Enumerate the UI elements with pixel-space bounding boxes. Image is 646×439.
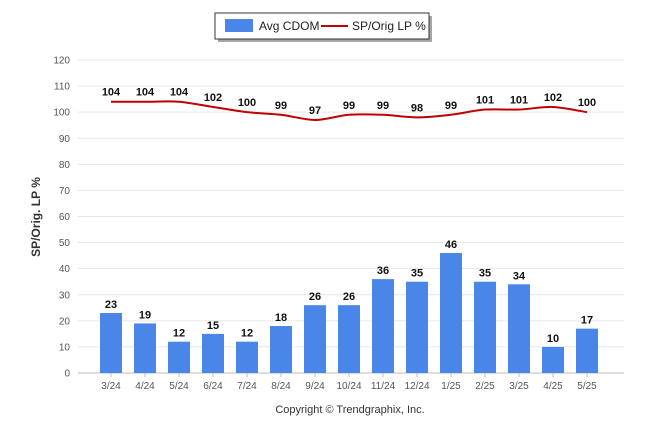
bar-value-label: 18 bbox=[275, 312, 287, 324]
x-tick-label: 1/25 bbox=[441, 381, 461, 392]
grid bbox=[78, 59, 624, 374]
bar bbox=[168, 341, 190, 373]
x-axis: 3/24 4/24 5/24 6/24 7/24 8/24 9/24 10/24 11/24 12… bbox=[101, 373, 597, 392]
bar bbox=[406, 281, 428, 373]
bar-value-label: 19 bbox=[139, 309, 151, 321]
bars bbox=[100, 253, 598, 373]
x-tick-label: 2/25 bbox=[475, 381, 495, 392]
bar bbox=[474, 281, 496, 373]
bar-value-label: 12 bbox=[173, 328, 185, 340]
x-tick-label: 3/24 bbox=[101, 381, 121, 392]
x-tick-label: 4/25 bbox=[543, 381, 563, 392]
line-value-label: 101 bbox=[510, 95, 528, 107]
line-value-label: 99 bbox=[445, 100, 457, 112]
y-tick-label: 120 bbox=[53, 56, 70, 67]
bar-value-label: 23 bbox=[105, 299, 117, 311]
bar-value-label: 12 bbox=[241, 328, 253, 340]
bar bbox=[270, 326, 292, 373]
bar bbox=[508, 284, 530, 373]
y-tick-label: 30 bbox=[59, 290, 71, 301]
bar-value-label: 15 bbox=[207, 320, 219, 332]
y-tick-label: 80 bbox=[59, 160, 71, 171]
y-tick-label: 90 bbox=[59, 134, 71, 145]
y-axis-title: SP/Orig. LP % bbox=[29, 177, 43, 257]
line-value-label: 99 bbox=[275, 100, 287, 112]
x-tick-label: 3/25 bbox=[509, 381, 529, 392]
x-tick-label: 6/24 bbox=[203, 381, 223, 392]
x-tick-label: 9/24 bbox=[305, 381, 325, 392]
y-axis: 0 10 20 30 40 50 60 70 80 90 100 110 120 bbox=[53, 56, 70, 380]
line-sp-orig-lp bbox=[111, 100, 588, 121]
bar bbox=[236, 341, 258, 373]
bar bbox=[440, 253, 462, 373]
line-value-label: 99 bbox=[343, 100, 355, 112]
bar bbox=[542, 346, 564, 373]
y-tick-label: 60 bbox=[59, 212, 71, 223]
line-value-label: 104 bbox=[170, 87, 189, 99]
line-value-label: 104 bbox=[102, 87, 121, 99]
legend-swatch-bar bbox=[225, 19, 253, 32]
x-tick-label: 5/25 bbox=[577, 381, 597, 392]
bar bbox=[100, 313, 122, 373]
bar-value-label: 26 bbox=[343, 291, 355, 303]
line-value-label: 101 bbox=[476, 95, 494, 107]
legend-label-bar: Avg CDOM bbox=[259, 19, 319, 33]
y-tick-label: 10 bbox=[59, 342, 71, 353]
bar bbox=[338, 305, 360, 373]
bar-value-label: 35 bbox=[411, 268, 423, 280]
x-tick-label: 8/24 bbox=[271, 381, 291, 392]
y-tick-label: 50 bbox=[59, 238, 71, 249]
line-value-label: 99 bbox=[377, 100, 389, 112]
x-tick-label: 11/24 bbox=[371, 381, 396, 392]
legend: Avg CDOM SP/Orig LP % bbox=[214, 12, 432, 42]
x-tick-label: 12/24 bbox=[404, 381, 429, 392]
bar-labels: 23 19 12 15 12 18 26 26 36 35 46 35 34 10 17 bbox=[105, 239, 593, 345]
line-value-label: 102 bbox=[544, 92, 562, 104]
x-tick-label: 5/24 bbox=[169, 381, 189, 392]
x-tick-label: 4/24 bbox=[135, 381, 155, 392]
line-value-label: 97 bbox=[309, 105, 321, 117]
bar bbox=[372, 279, 394, 373]
y-tick-label: 110 bbox=[54, 82, 70, 93]
bar bbox=[304, 305, 326, 373]
y-tick-label: 0 bbox=[64, 369, 70, 380]
y-tick-label: 70 bbox=[59, 186, 71, 197]
line-value-label: 102 bbox=[204, 92, 222, 104]
y-tick-label: 20 bbox=[59, 316, 71, 327]
y-tick-label: 40 bbox=[59, 264, 71, 275]
bar-value-label: 34 bbox=[513, 270, 526, 282]
bar-value-label: 17 bbox=[581, 315, 593, 327]
legend-label-line: SP/Orig LP % bbox=[352, 19, 426, 33]
x-tick-label: 7/24 bbox=[237, 381, 257, 392]
copyright-footer: Copyright © Trendgraphix, Inc. bbox=[275, 404, 424, 416]
bar bbox=[576, 328, 598, 373]
line-value-label: 98 bbox=[411, 102, 423, 114]
bar-value-label: 10 bbox=[547, 333, 559, 345]
x-tick-label: 10/24 bbox=[336, 381, 361, 392]
line-value-label: 100 bbox=[238, 97, 256, 109]
line-series bbox=[111, 100, 588, 121]
bar-value-label: 35 bbox=[479, 268, 491, 280]
line-value-label: 104 bbox=[136, 87, 155, 99]
y-tick-label: 100 bbox=[53, 108, 70, 119]
bar bbox=[134, 323, 156, 373]
line-labels: 104 104 104 102 100 99 97 99 99 98 99 101 101 102 100 bbox=[102, 87, 596, 117]
line-value-label: 100 bbox=[578, 97, 596, 109]
bar-value-label: 26 bbox=[309, 291, 321, 303]
bar-value-label: 46 bbox=[445, 239, 457, 251]
bar bbox=[202, 333, 224, 373]
bar-value-label: 36 bbox=[377, 265, 389, 277]
